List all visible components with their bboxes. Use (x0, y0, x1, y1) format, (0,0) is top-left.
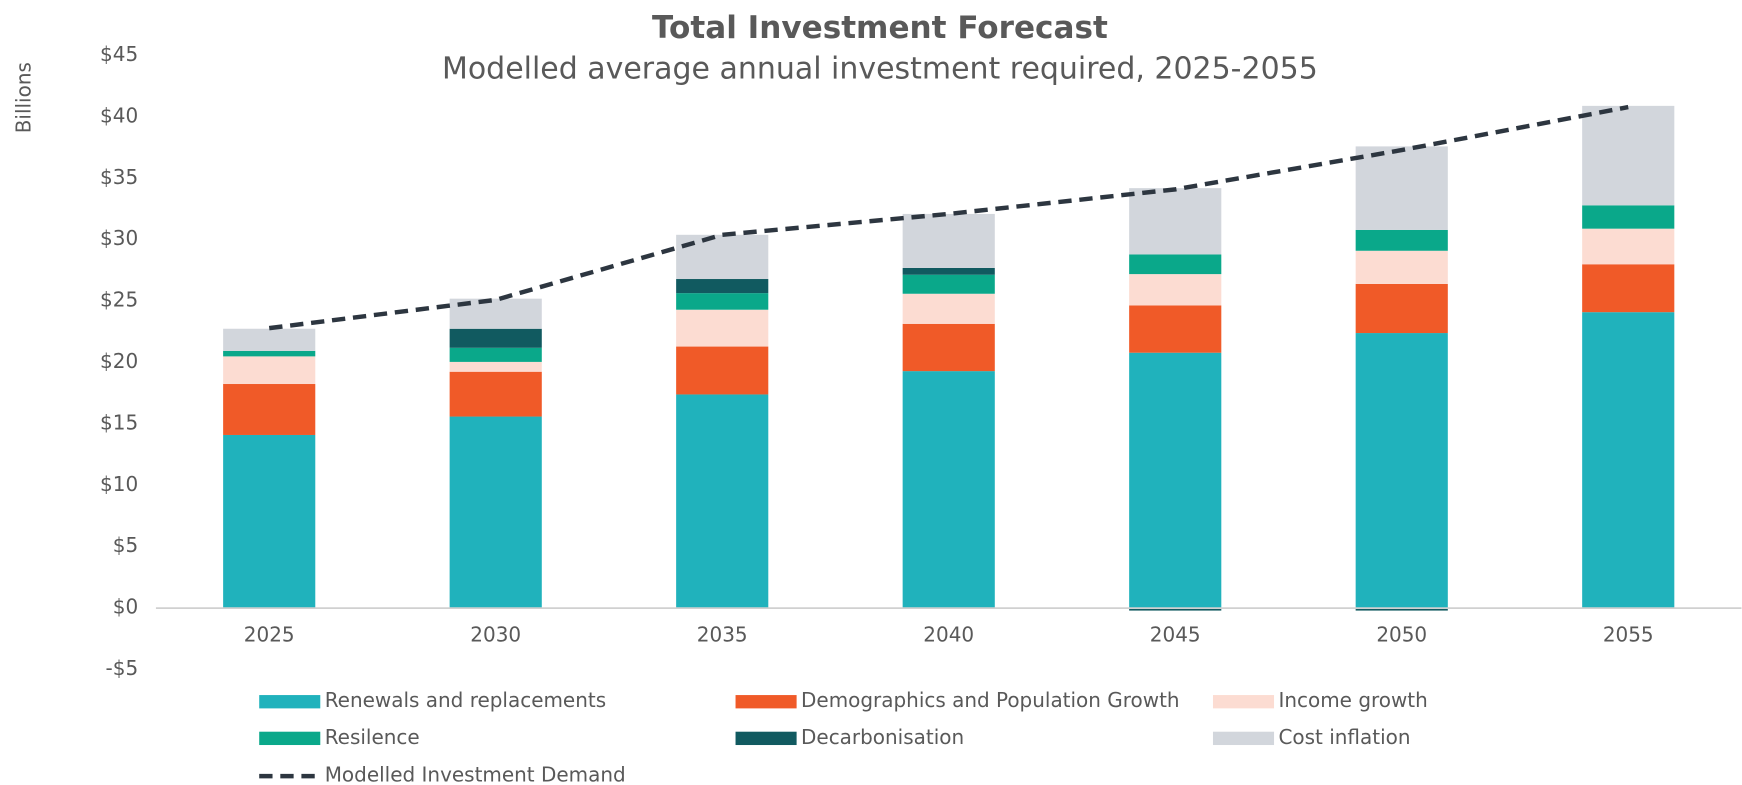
bar-segment (676, 293, 769, 310)
legend-label: Resilence (325, 725, 420, 749)
bar-segment (1355, 283, 1448, 334)
y-axis-label: Billions (11, 62, 35, 133)
bar-segment (1582, 228, 1675, 265)
legend-swatch (735, 731, 797, 746)
bar-segment (1582, 312, 1675, 609)
legend-label: Income growth (1278, 688, 1427, 712)
bar-segment (449, 328, 542, 348)
bar-segment (449, 371, 542, 417)
bar-segment (1129, 305, 1222, 353)
x-tick-label: 2045 (1150, 623, 1201, 647)
bar-segment (902, 323, 995, 372)
y-tick-label: $10 (100, 472, 138, 496)
bar-segment (902, 213, 995, 268)
x-tick-label: 2030 (470, 623, 521, 647)
legend-swatch (1212, 695, 1275, 709)
legend-label: Cost inflation (1278, 725, 1410, 749)
bar-segment (1582, 105, 1675, 206)
bar-segment (1129, 352, 1222, 609)
legend-label: Demographics and Population Growth (801, 688, 1180, 712)
y-tick-label: -$5 (106, 656, 139, 680)
y-tick-label: $45 (100, 42, 138, 66)
bar-segment (676, 346, 769, 395)
y-tick-label: $20 (100, 349, 138, 373)
bar-segment (1129, 608, 1222, 611)
bar-segment (1355, 608, 1448, 611)
legend-swatch (1212, 731, 1275, 746)
legend-swatch (735, 695, 797, 709)
bar-segment (223, 384, 316, 435)
chart-title: Total Investment Forecast (652, 10, 1108, 46)
legend-swatch (259, 731, 321, 746)
y-tick-label: $25 (100, 288, 138, 312)
chart-subtitle: Modelled average annual investment requi… (442, 51, 1318, 86)
x-tick-label: 2050 (1376, 623, 1427, 647)
x-tick-label: 2025 (244, 623, 295, 647)
x-tick-label: 2040 (923, 623, 974, 647)
bar-segment (1129, 254, 1222, 275)
y-tick-label: $15 (100, 410, 138, 434)
y-tick-label: $0 (113, 595, 138, 619)
bar-segment (676, 279, 769, 294)
bar-segment (902, 274, 995, 294)
legend-label: Modelled Investment Demand (325, 763, 626, 785)
bar-segment (676, 309, 769, 347)
bar-segment (223, 350, 316, 357)
legend-swatch (259, 695, 321, 709)
bar-segment (902, 267, 995, 275)
legend-label: Renewals and replacements (325, 688, 606, 712)
legend-label: Decarbonisation (801, 725, 964, 749)
bar-segment (223, 328, 316, 351)
bar-segment (1129, 188, 1222, 255)
bar-segment (676, 394, 769, 609)
bar-segment (1355, 146, 1448, 230)
bar-segment (902, 293, 995, 324)
bar-segment (1355, 333, 1448, 609)
y-tick-label: $35 (100, 165, 138, 189)
bar-segment (223, 434, 316, 609)
bar-segment (1355, 250, 1448, 284)
line-series (268, 104, 1629, 331)
bar-segment (449, 416, 542, 609)
bar-segment (1582, 205, 1675, 229)
bar-segment (902, 371, 995, 609)
y-tick-label: $30 (100, 226, 138, 250)
bar-segment (449, 361, 542, 372)
bar-segment (1582, 264, 1675, 313)
bar-segment (1355, 229, 1448, 251)
bar-segment (223, 356, 316, 385)
y-tick-label: $5 (113, 533, 138, 557)
bar-segment (676, 234, 769, 280)
x-tick-label: 2055 (1603, 623, 1654, 647)
y-tick-label: $40 (100, 103, 138, 127)
bar-segment (1129, 274, 1222, 306)
x-tick-label: 2035 (697, 623, 748, 647)
bar-segment (449, 347, 542, 362)
